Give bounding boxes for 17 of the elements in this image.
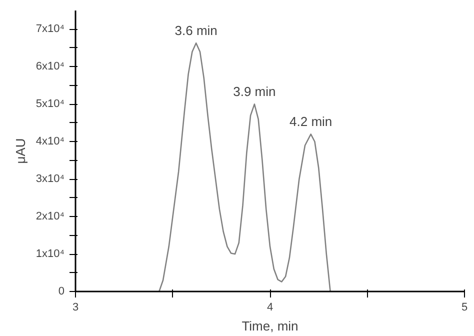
annotation: 3.9 min (233, 84, 276, 100)
y-tick-label: 3x10⁴ (36, 173, 65, 186)
y-tick-label: 1x10⁴ (36, 248, 65, 260)
annotation: 3.6 min (174, 23, 218, 38)
x-tick-label: 3 (72, 302, 79, 314)
x-tick-label: 5 (461, 302, 468, 314)
y-tick-label: 7x10⁴ (36, 23, 65, 36)
y-tick-label: 5x10⁴ (36, 98, 65, 110)
x-axis-title: Time, min (242, 318, 298, 334)
annotation: 4.2 min (290, 114, 332, 130)
x-tick-label: 4 (266, 302, 274, 314)
y-tick-label: 6x10⁴ (36, 60, 65, 73)
y-tick-label: 4x10⁴ (36, 136, 65, 148)
line-series (158, 42, 331, 292)
y-tick-label: 2x10⁴ (36, 210, 65, 223)
y-axis-title: μAU (12, 138, 28, 164)
y-tick-label: 0 (58, 286, 65, 298)
